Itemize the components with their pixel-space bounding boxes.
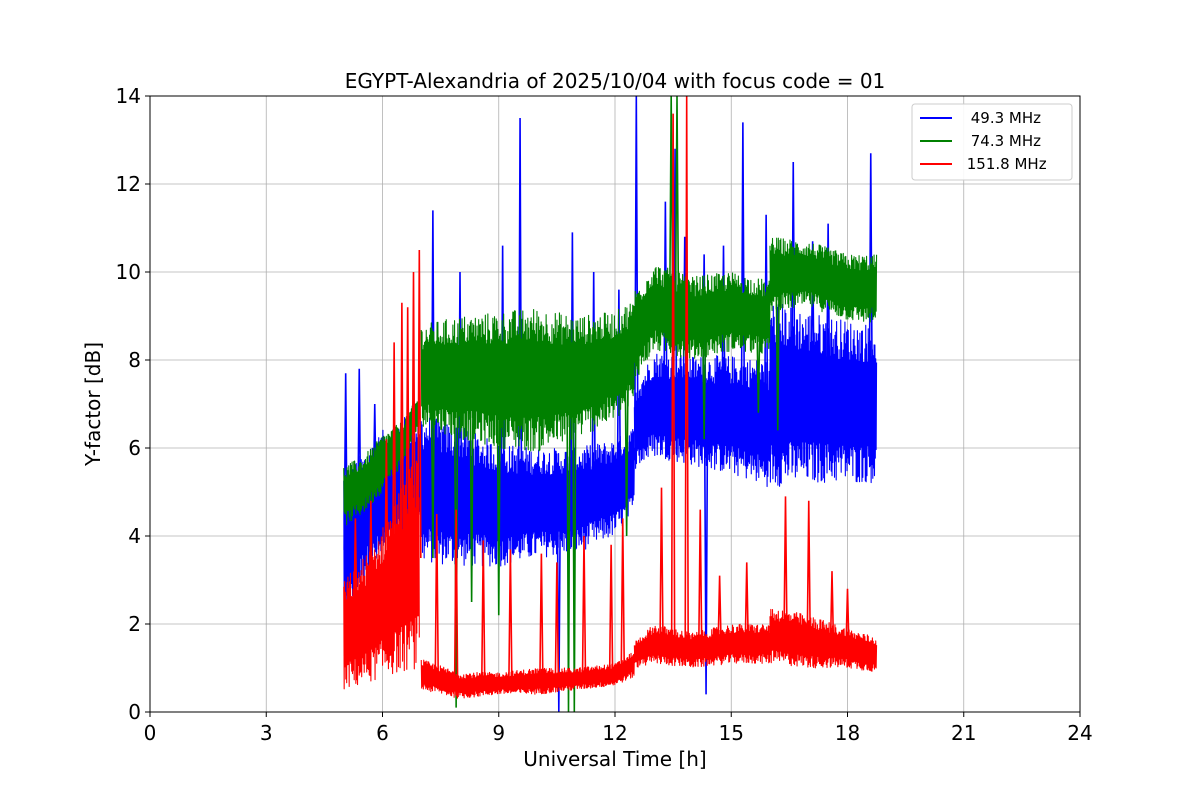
spike-151-8-mhz [353,518,358,628]
legend-box [911,103,1073,181]
legend-label-49mhz: 49.3 MHz [966,109,1041,127]
spike-151-8-mhz [783,496,788,638]
series-band-74-3-mhz [769,237,878,323]
x-tick-label: 12 [602,721,627,745]
y-tick-label: 4 [128,524,141,548]
y-tick-label: 6 [128,436,141,460]
spike-151-8-mhz [581,535,587,679]
spike-74-3-mhz [775,274,781,431]
legend: 49.3 MHz 74.3 MHz 151.8 MHz [911,103,1073,181]
x-tick-label: 15 [719,721,744,745]
spike-151-8-mhz [434,513,440,680]
y-tick-label: 0 [128,700,141,724]
spike-151-8-mhz [384,439,389,598]
x-axis-label: Universal Time [h] [523,747,706,771]
spike-151-8-mhz [508,549,513,683]
spike-151-8-mhz [391,342,397,588]
spike-74-3-mhz [674,96,680,314]
y-tick-label: 8 [128,348,141,372]
spike-151-8-mhz [480,540,486,685]
spike-151-8-mhz [411,271,416,565]
x-tick-label: 24 [1067,721,1092,745]
spike-151-8-mhz [368,500,374,614]
series-band-49-3-mhz [633,353,771,488]
spike-49-3-mhz [721,245,726,415]
x-tick-label: 9 [492,721,505,745]
spike-151-8-mhz [697,509,703,650]
spike-151-8-mhz [453,509,459,685]
spike-151-8-mhz [845,588,850,649]
spike-74-3-mhz [572,377,577,712]
series-layer [343,96,878,712]
series-band-74-3-mhz [633,267,771,377]
spike-151-8-mhz [717,575,722,646]
spike-74-3-mhz [701,316,707,440]
series-band-151-8-mhz [420,652,635,699]
spike-49-3-mhz [790,161,796,396]
spike-49-3-mhz [868,153,874,404]
spike-151-8-mhz [659,487,664,646]
spike-74-3-mhz [469,378,474,603]
spike-74-3-mhz [566,378,571,712]
spike-49-3-mhz [763,214,769,423]
y-tick-label: 2 [128,612,141,636]
spike-49-3-mhz [810,241,815,398]
series-band-151-8-mhz [769,608,878,672]
spike-49-3-mhz [703,412,709,695]
spike-74-3-mhz [756,316,761,413]
spike-151-8-mhz [608,544,614,676]
spike-74-3-mhz [430,376,436,559]
spike-151-8-mhz [417,249,422,559]
x-tick-label: 3 [260,721,273,745]
x-tick-label: 21 [951,721,976,745]
spike-151-8-mhz [405,307,410,572]
spike-74-3-mhz [624,357,629,537]
spike-151-8-mhz [744,562,750,644]
spike-151-8-mhz [620,518,626,671]
spike-151-8-mhz [806,500,812,642]
spike-151-8-mhz [684,96,689,650]
legend-label-151mhz: 151.8 MHz [962,155,1047,173]
spike-49-3-mhz [616,289,622,485]
spike-151-8-mhz [554,562,560,681]
spike-74-3-mhz [496,379,502,616]
x-tick-label: 6 [376,721,389,745]
y-tick-label: 10 [116,260,141,284]
x-tick-label: 18 [835,721,860,745]
series-band-49-3-mhz [769,303,878,487]
spike-151-8-mhz [399,302,405,578]
spike-151-8-mhz [829,571,835,646]
series-151-8-mhz [343,96,878,699]
spike-151-8-mhz [539,553,544,681]
y-tick-label: 14 [116,84,141,108]
spike-49-3-mhz [556,501,562,712]
spike-151-8-mhz [670,113,676,648]
series-band-74-3-mhz [420,303,635,452]
y-tick-label: 12 [116,172,141,196]
legend-label-74mhz: 74.3 MHz [966,132,1041,150]
spike-49-3-mhz [825,223,831,400]
spike-74-3-mhz [453,377,459,708]
x-tick-label: 0 [144,721,157,745]
chart-title: EGYPT-Alexandria of 2025/10/04 with focu… [345,69,886,93]
y-axis-label: Y-factor [dB] [81,342,105,467]
